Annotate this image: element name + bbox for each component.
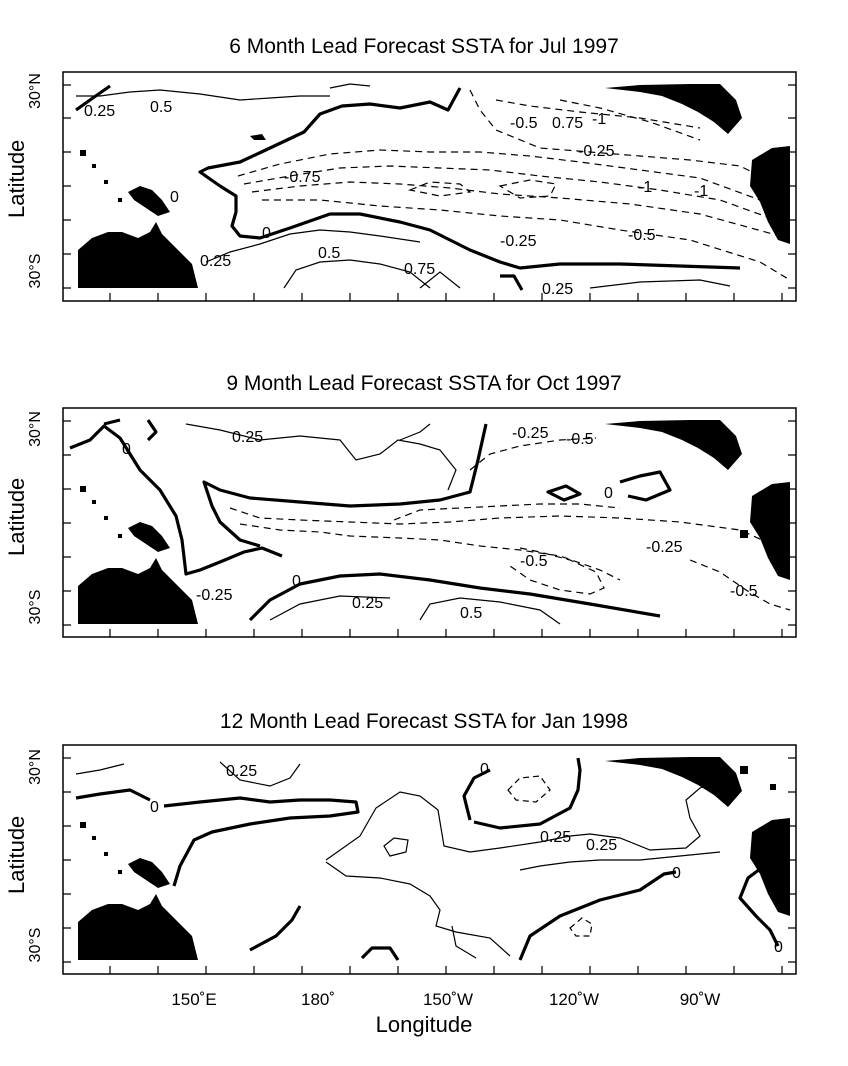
panel2-title: 9 Month Lead Forecast SSTA for Oct 1997: [226, 372, 622, 395]
panel2-label: -0.25: [512, 425, 549, 442]
panel1-label: -1: [592, 111, 606, 128]
panel3-land-southamerica: [750, 818, 790, 916]
panel1-label: 0.75: [552, 115, 583, 132]
panel1-land-newguinea: [128, 186, 170, 216]
panel2-ticks: [63, 420, 796, 637]
panel2-label: 0.25: [232, 429, 263, 446]
panel1-zero-contours: [75, 84, 741, 291]
panel1-label: -0.25: [578, 143, 615, 160]
panel2-label: 0: [604, 485, 613, 502]
panel1-title: 6 Month Lead Forecast SSTA for Jul 1997: [229, 35, 619, 58]
panel3-contour-labels: 0.25 0 0 0.25 0.25 0 0: [150, 761, 783, 956]
panel2-land-australia: [78, 558, 198, 624]
panel3-label: 0: [150, 799, 159, 816]
panel1-negative-contours: [237, 89, 791, 281]
x-axis-label: Longitude: [375, 1012, 473, 1037]
panel2-label: -0.5: [520, 553, 548, 570]
panel3-map: 0.25 0 0 0.25 0.25 0 0: [62, 744, 797, 975]
panel3-land-australia: [78, 894, 198, 960]
panel1-label: 0.25: [542, 281, 573, 298]
panel2-contour-labels: 0 0.25 -0.25 -0.5 0 -0.25 -0.5 -0.25 -0.…: [122, 425, 758, 622]
panel1-map: 0.25 0.5 -0.5 0.75 -1 -0.25 -0.75 -1 -1 …: [62, 71, 797, 302]
panel3-label: 0.25: [586, 837, 617, 854]
x-tick-180: 180˚: [300, 990, 336, 1009]
x-tick-150w: 150˚W: [422, 990, 474, 1009]
panel3-label: 0: [774, 939, 783, 956]
panel1-label: -0.5: [628, 227, 656, 244]
panel2-label: -0.25: [646, 539, 683, 556]
panel1-label: 0.5: [150, 99, 172, 116]
panel3-land: [78, 757, 790, 960]
panel3-zero-contours: [75, 757, 780, 961]
panel1-label: 0.75: [404, 261, 435, 278]
panel2-zero-contours: [69, 418, 672, 622]
panel2-label: 0: [292, 573, 301, 590]
panel3-ticks: [63, 757, 796, 974]
panel1-positive-contours: [76, 83, 731, 289]
panel3-positive-contours: [75, 761, 721, 959]
panel1-label: 0.25: [200, 253, 231, 270]
panel2-label: 0.5: [460, 605, 482, 622]
panel2-positive-contours: [185, 423, 561, 625]
panel1-label: -1: [694, 183, 708, 200]
panel3-label: 0: [672, 865, 681, 882]
panel3-negative-contours: [507, 775, 593, 937]
panel2-negative-contours: [229, 437, 791, 611]
panel1-land: [78, 84, 790, 288]
panel2-label: -0.5: [730, 583, 758, 600]
panel2-label: -0.5: [566, 431, 594, 448]
panel1-land-centralamerica: [605, 84, 742, 134]
panel1-label: -0.5: [510, 115, 538, 132]
panel1-label: 0: [262, 225, 271, 242]
panel3-label: 0: [480, 761, 489, 778]
panel2-label: -0.25: [196, 587, 233, 604]
panel1-label: -1: [638, 179, 652, 196]
panel2-land-newguinea: [128, 522, 170, 552]
panel1-land-southamerica: [750, 146, 790, 244]
panel1-label: -0.25: [500, 233, 537, 250]
panel2-land-southamerica: [750, 482, 790, 580]
panel3-title: 12 Month Lead Forecast SSTA for Jan 1998: [219, 710, 629, 733]
panel1-ticks: [63, 84, 796, 301]
panel3-label: 0.25: [226, 763, 257, 780]
panel2-land: [78, 420, 790, 624]
panel2-map: 0 0.25 -0.25 -0.5 0 -0.25 -0.5 -0.25 -0.…: [62, 407, 797, 638]
panel2-land-centralamerica: [605, 420, 742, 470]
x-tick-150e: 150˚E: [171, 990, 217, 1009]
panel2-label: 0: [122, 441, 131, 458]
panel1-label: 0.5: [318, 245, 340, 262]
panel1-land-australia: [78, 222, 198, 288]
panel3-land-newguinea: [128, 858, 170, 888]
panel1-label: -0.75: [284, 169, 321, 186]
panel1-label: 0.25: [84, 103, 115, 120]
panel3-label: 0.25: [540, 829, 571, 846]
panel1-label: 0: [170, 189, 179, 206]
x-tick-120w: 120˚W: [548, 990, 600, 1009]
panel3-land-centralamerica: [605, 757, 742, 807]
panel2-label: 0.25: [352, 595, 383, 612]
panel1-contour-labels: 0.25 0.5 -0.5 0.75 -1 -0.25 -0.75 -1 -1 …: [84, 99, 708, 298]
x-tick-90w: 90˚W: [679, 990, 721, 1009]
